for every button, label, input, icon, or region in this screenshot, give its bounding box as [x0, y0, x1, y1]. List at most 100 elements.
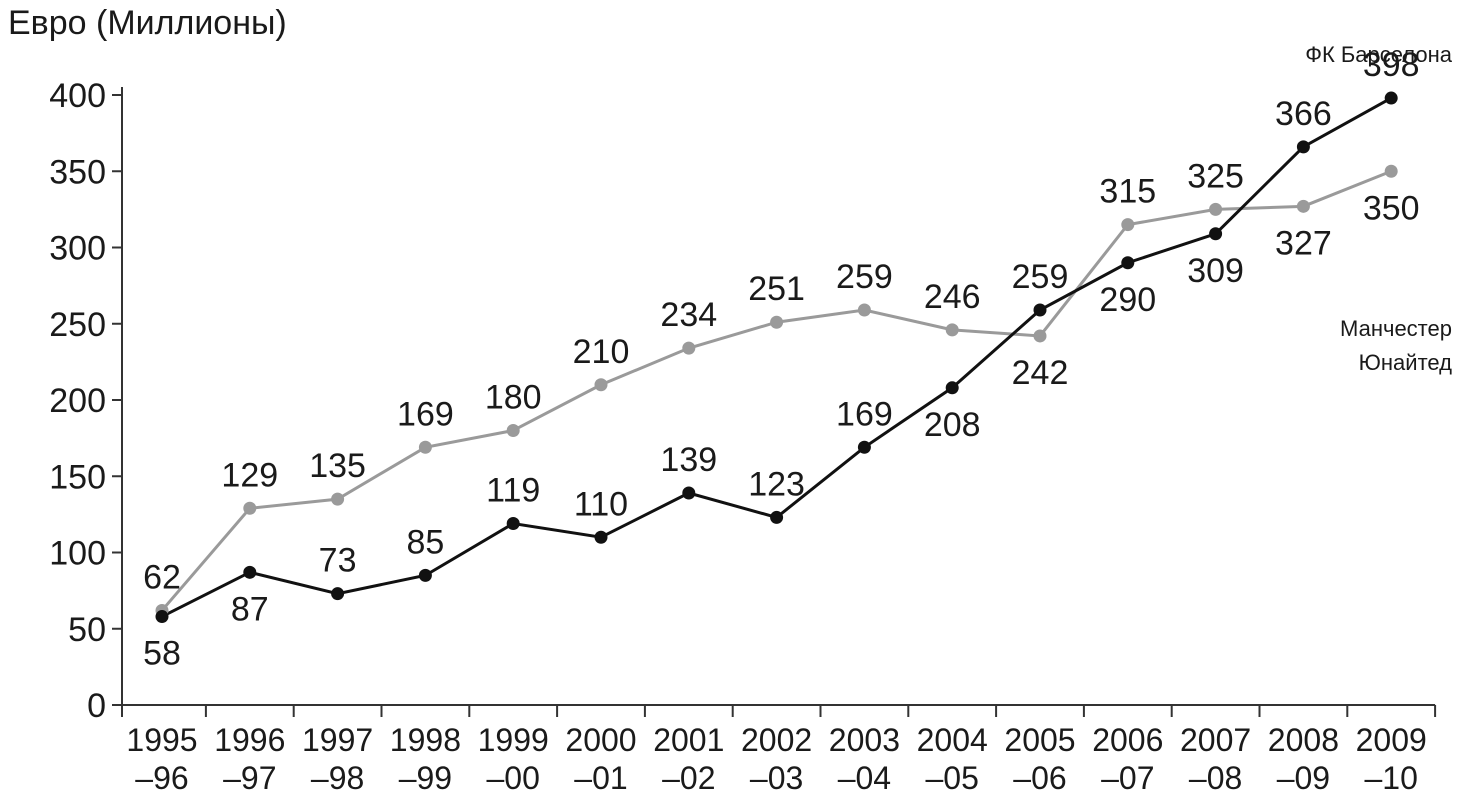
data-point [418, 440, 432, 454]
x-tick-label: 1996 [214, 722, 285, 758]
y-tick-label: 400 [49, 77, 106, 115]
data-label: 315 [1099, 173, 1156, 211]
data-point [1384, 164, 1398, 178]
data-point [594, 530, 608, 544]
x-tick-label: –06 [1013, 760, 1066, 792]
legend-label-manchester: Юнайтед [1359, 350, 1452, 375]
data-point [243, 501, 257, 515]
data-label: 309 [1187, 252, 1244, 290]
x-tick-label: –09 [1277, 760, 1330, 792]
x-tick-label: –05 [926, 760, 979, 792]
data-point [682, 341, 696, 355]
data-label: 210 [573, 333, 630, 371]
x-tick-label: 1997 [302, 722, 373, 758]
data-label: 62 [143, 558, 181, 596]
data-label: 73 [319, 542, 357, 580]
data-point [857, 440, 871, 454]
data-point [1384, 91, 1398, 105]
x-tick-label: 2009 [1356, 722, 1427, 758]
data-point [770, 510, 784, 524]
data-label: 58 [143, 635, 181, 673]
data-label: 234 [660, 296, 717, 334]
x-tick-label: –02 [662, 760, 715, 792]
x-tick-label: 2002 [741, 722, 812, 758]
data-point [506, 424, 520, 437]
data-point [155, 610, 169, 624]
data-labels: 58 87 73 85 119 110 139 123 169 208 259 290 309 366 39… [143, 46, 1420, 673]
x-tick-label: 2005 [1004, 722, 1075, 758]
legend-label-manchester: Манчестер [1340, 316, 1452, 341]
data-point [506, 517, 520, 531]
data-label: 251 [748, 270, 805, 308]
data-point [1296, 199, 1310, 213]
data-point [1121, 256, 1135, 270]
axes: 0 50 100 150 200 250 300 350 400 1995–96 1996–97 19… [49, 77, 1437, 792]
data-point [1209, 202, 1223, 216]
data-label: 110 [574, 485, 628, 523]
data-label: 259 [1012, 258, 1069, 296]
y-tick-label: 150 [49, 458, 106, 496]
y-tick-label: 100 [49, 535, 106, 573]
x-tick-label: 1998 [390, 722, 461, 758]
data-label: 139 [660, 441, 717, 479]
data-point [331, 587, 345, 601]
data-label: 259 [836, 258, 893, 296]
legend-label-barcelona: ФК Барселона [1305, 42, 1453, 67]
y-tick-label: 300 [49, 230, 106, 268]
data-point [857, 303, 871, 317]
data-label: 87 [231, 590, 269, 628]
data-label: 85 [406, 523, 444, 561]
x-tick-label: 2001 [653, 722, 724, 758]
x-tick-label: –07 [1101, 760, 1154, 792]
x-tick-label: –96 [135, 760, 188, 792]
data-label: 246 [924, 278, 981, 316]
data-label: 398 [1363, 46, 1420, 84]
data-label: 366 [1275, 95, 1332, 133]
data-label: 290 [1099, 281, 1156, 319]
x-tick-label: –01 [574, 760, 627, 792]
data-point [1121, 218, 1135, 232]
x-tick-label: 1999 [478, 722, 549, 758]
y-tick-label: 0 [87, 687, 106, 725]
x-tick-label: –04 [838, 760, 891, 792]
data-point [1209, 227, 1223, 241]
x-tick-label: –10 [1365, 760, 1418, 792]
x-tick-label: –99 [399, 760, 452, 792]
data-label: 169 [836, 395, 893, 433]
x-tick-label: –08 [1189, 760, 1242, 792]
x-tick-label: 2006 [1092, 722, 1163, 758]
y-tick-label: 350 [49, 153, 106, 191]
data-point [418, 568, 432, 582]
data-point [1296, 140, 1310, 154]
data-point [682, 486, 696, 500]
data-point [594, 378, 608, 392]
x-tick-label: 2003 [829, 722, 900, 758]
y-tick-label: 200 [49, 382, 106, 420]
data-point [945, 323, 959, 337]
x-tick-label: –03 [750, 760, 803, 792]
data-label: 169 [397, 395, 454, 433]
data-point [1033, 329, 1047, 343]
data-label: 119 [486, 472, 540, 510]
x-tick-label: 1995 [126, 722, 197, 758]
data-label: 350 [1363, 189, 1420, 227]
data-point [1033, 303, 1047, 317]
data-point [770, 315, 784, 329]
data-label: 208 [924, 406, 981, 444]
data-point [331, 492, 345, 506]
data-label: 325 [1187, 157, 1244, 195]
legend: ФК Барселона Манчестер Юнайтед [1305, 42, 1453, 375]
data-label: 135 [309, 447, 366, 485]
data-label: 180 [485, 379, 542, 417]
data-label: 123 [748, 465, 805, 503]
x-tick-label: 2008 [1268, 722, 1339, 758]
y-axis-title: Евро (Миллионы) [8, 4, 287, 42]
x-tick-label: 2007 [1180, 722, 1251, 758]
x-tick-label: –98 [311, 760, 364, 792]
series-points [155, 91, 1398, 624]
x-tick-label: 2000 [565, 722, 636, 758]
data-label: 129 [221, 456, 278, 494]
data-label: 327 [1275, 224, 1332, 262]
y-tick-label: 50 [68, 611, 106, 649]
